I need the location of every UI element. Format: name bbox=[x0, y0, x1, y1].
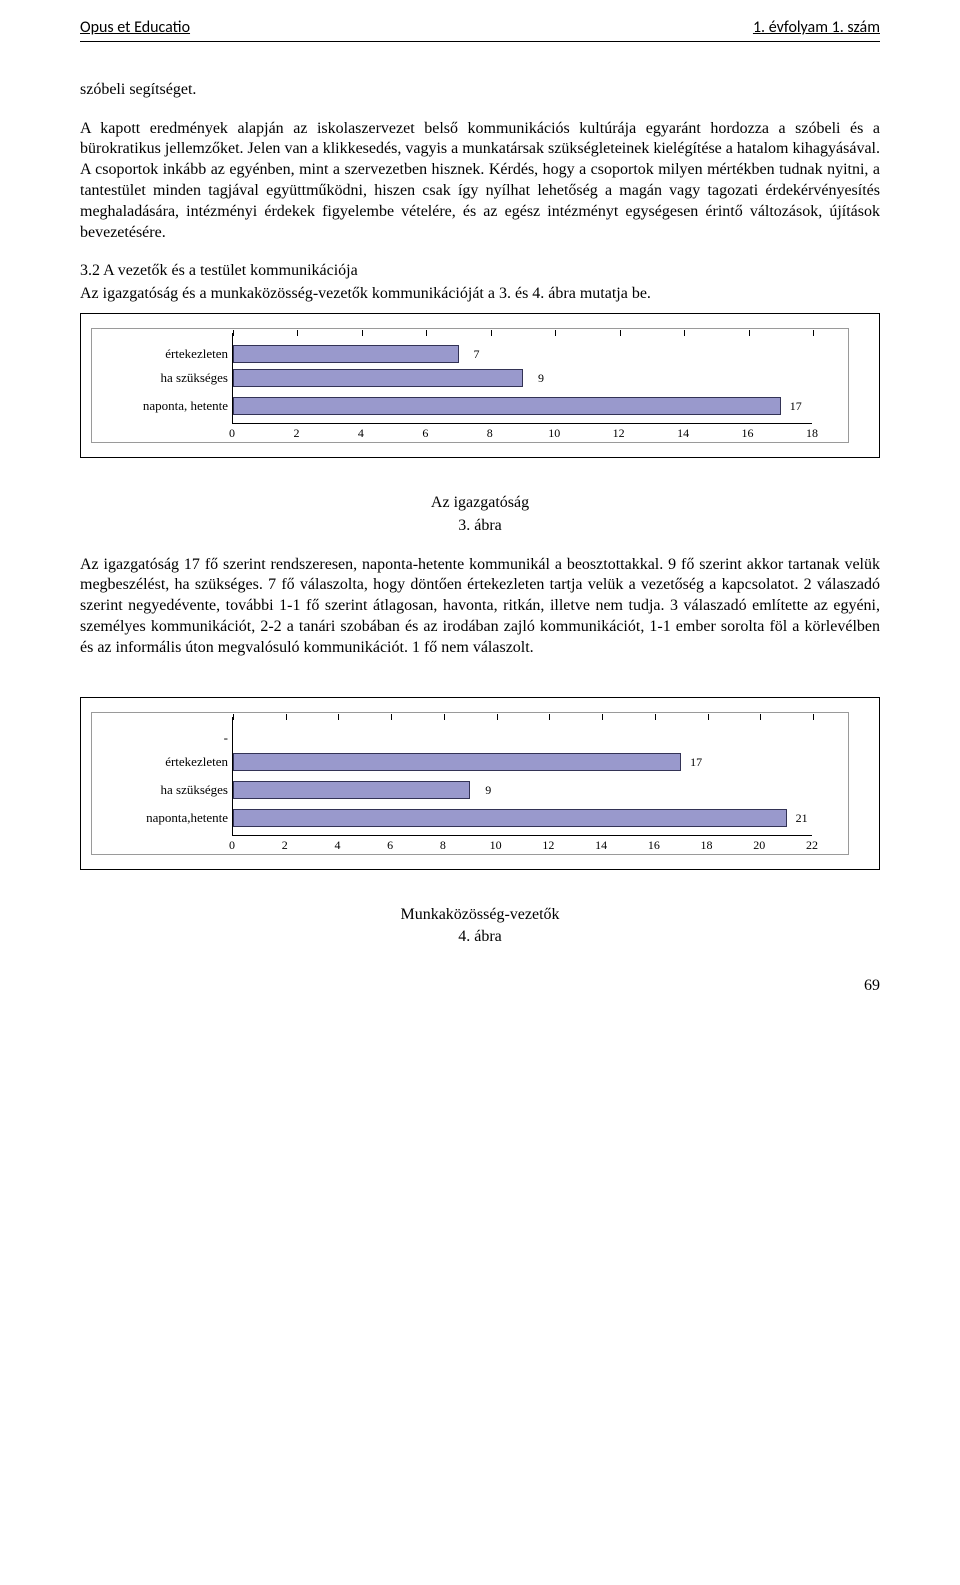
axis-tick: 2 bbox=[282, 838, 288, 854]
chart-4: -értekezleten17ha szükséges9naponta,hete… bbox=[91, 712, 849, 855]
bar-row: naponta,hetente21 bbox=[233, 801, 812, 829]
bar-label: ha szükséges bbox=[93, 781, 228, 799]
bar-label: ha szükséges bbox=[93, 369, 228, 387]
bar: 9 bbox=[233, 369, 523, 387]
axis-tick: 18 bbox=[806, 426, 818, 442]
axis-tick: 6 bbox=[387, 838, 393, 854]
bar-value: 9 bbox=[538, 371, 544, 387]
bar: 9 bbox=[233, 781, 470, 799]
bar-row: ha szükséges9 bbox=[233, 361, 812, 389]
header-right: 1. évfolyam 1. szám bbox=[753, 18, 880, 39]
bar-row: naponta, hetente17 bbox=[233, 389, 812, 417]
bar: 21 bbox=[233, 809, 787, 827]
axis-tick: 16 bbox=[742, 426, 754, 442]
chart-4-caption: Munkaközösség-vezetők bbox=[80, 905, 880, 926]
bar-value: 9 bbox=[485, 783, 491, 799]
axis-tick: 8 bbox=[487, 426, 493, 442]
bar-label: naponta, hetente bbox=[93, 397, 228, 415]
axis-tick: 20 bbox=[753, 838, 765, 854]
axis-tick: 2 bbox=[293, 426, 299, 442]
axis-tick: 12 bbox=[542, 838, 554, 854]
paragraph-after-chart3: Az igazgatóság 17 fő szerint rendszerese… bbox=[80, 555, 880, 659]
bar-value: 21 bbox=[796, 811, 808, 827]
axis-tick: 6 bbox=[422, 426, 428, 442]
section-subtitle: Az igazgatóság és a munkaközösség-vezető… bbox=[80, 284, 880, 305]
axis-tick: 0 bbox=[229, 838, 235, 854]
axis-tick: 10 bbox=[490, 838, 502, 854]
axis-tick: 16 bbox=[648, 838, 660, 854]
bar-label: naponta,hetente bbox=[93, 809, 228, 827]
bar-row: - bbox=[233, 717, 812, 745]
bar: 17 bbox=[233, 397, 781, 415]
bar-label: - bbox=[93, 729, 228, 747]
chart-3-axis: 024681012141618 bbox=[232, 424, 812, 442]
axis-tick: 18 bbox=[701, 838, 713, 854]
axis-tick: 4 bbox=[334, 838, 340, 854]
chart-4-caption-b: 4. ábra bbox=[80, 927, 880, 948]
bar-value: 17 bbox=[690, 755, 702, 771]
lead-text: szóbeli segítséget. bbox=[80, 80, 880, 101]
chart-3-frame: értekezleten7ha szükséges9naponta, heten… bbox=[80, 313, 880, 458]
bar-label: értekezleten bbox=[93, 753, 228, 771]
bar-row: ha szükséges9 bbox=[233, 773, 812, 801]
paragraph-1: A kapott eredmények alapján az iskolasze… bbox=[80, 119, 880, 244]
section-title: 3.2 A vezetők és a testület kommunikáció… bbox=[80, 261, 880, 282]
bar-label: értekezleten bbox=[93, 345, 228, 363]
axis-tick: 14 bbox=[595, 838, 607, 854]
axis-tick: 22 bbox=[806, 838, 818, 854]
axis-tick: 14 bbox=[677, 426, 689, 442]
chart-4-frame: -értekezleten17ha szükséges9naponta,hete… bbox=[80, 697, 880, 870]
axis-tick: 0 bbox=[229, 426, 235, 442]
axis-tick: 4 bbox=[358, 426, 364, 442]
bar-value: 17 bbox=[790, 399, 802, 415]
chart-4-bars: -értekezleten17ha szükséges9naponta,hete… bbox=[232, 717, 812, 836]
axis-tick: 12 bbox=[613, 426, 625, 442]
chart-3: értekezleten7ha szükséges9naponta, heten… bbox=[91, 328, 849, 443]
bar: 17 bbox=[233, 753, 681, 771]
page-header: Opus et Educatio 1. évfolyam 1. szám bbox=[80, 18, 880, 42]
bar-row: értekezleten7 bbox=[233, 333, 812, 361]
page-number: 69 bbox=[80, 976, 880, 997]
chart-4-axis: 0246810121416182022 bbox=[232, 836, 812, 854]
axis-tick: 8 bbox=[440, 838, 446, 854]
bar-row: értekezleten17 bbox=[233, 745, 812, 773]
chart-3-bars: értekezleten7ha szükséges9naponta, heten… bbox=[232, 333, 812, 424]
axis-tick: 10 bbox=[548, 426, 560, 442]
chart-3-caption-b: 3. ábra bbox=[80, 516, 880, 537]
header-left: Opus et Educatio bbox=[80, 18, 190, 39]
chart-3-caption: Az igazgatóság bbox=[80, 493, 880, 514]
